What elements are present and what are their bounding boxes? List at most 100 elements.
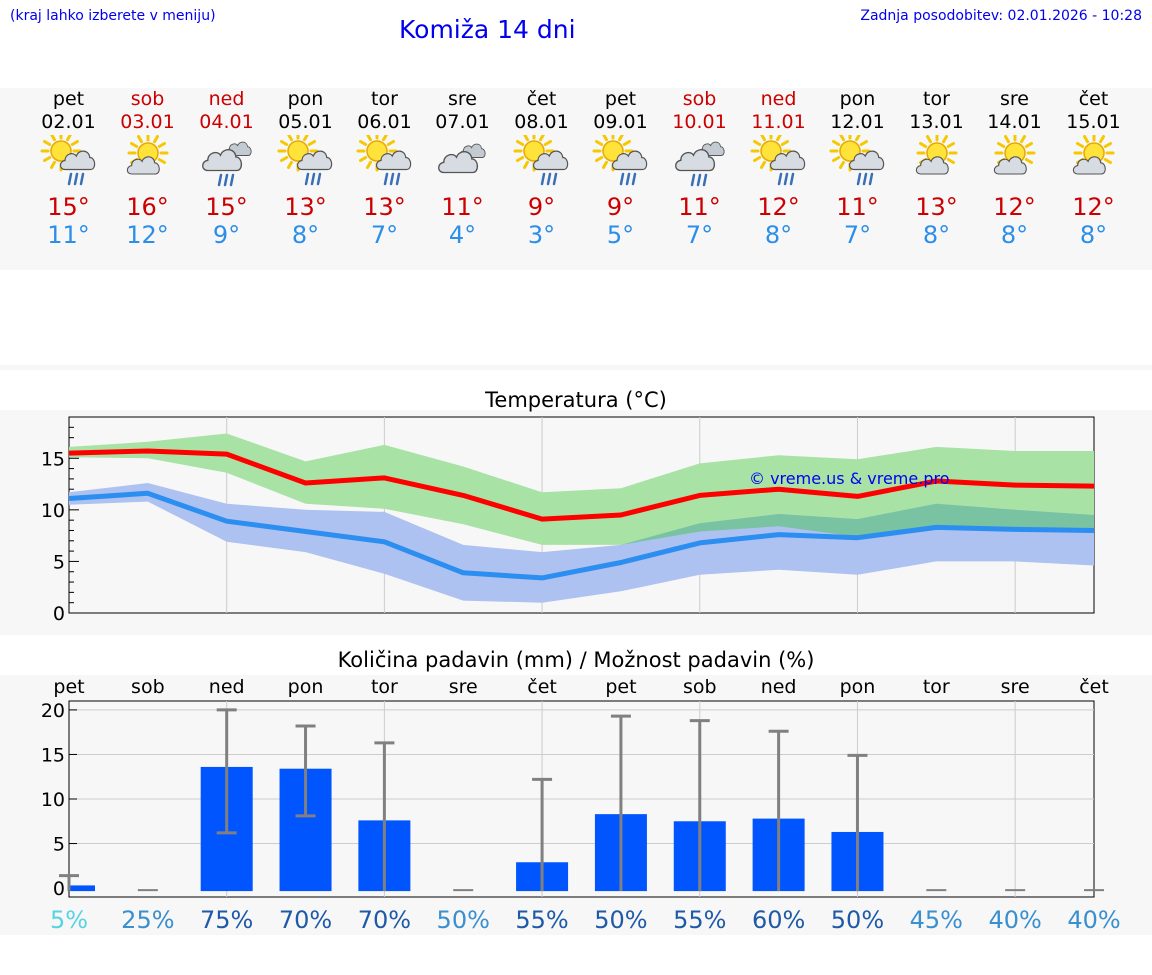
x-category-label: ned [761,676,797,698]
day-column: sre 14.01 12° 8° [975,88,1054,249]
day-name: sob [682,88,717,110]
day-name: sre [1000,88,1029,110]
sun-cloud-rain-icon [818,135,897,193]
day-date: 10.01 [672,111,727,133]
day-name: čet [1078,88,1109,110]
max-temperature: 11° [836,193,879,221]
y-tick-label: 15 [41,744,65,766]
precip-probability: 50% [437,906,490,934]
x-category-label: čet [527,676,557,698]
max-temperature: 15° [205,193,248,221]
cloud-icon [423,135,502,193]
sun-cloud-rain-icon [739,135,818,193]
min-temperature: 5° [606,221,635,249]
day-column: ned 11.01 12° 8° [739,88,818,249]
y-tick-label: 15 [41,448,65,470]
max-temperature: 11° [441,193,484,221]
max-temperature: 13° [284,193,327,221]
x-category-label: sre [1001,676,1030,698]
sun-cloud-rain-icon [345,135,424,193]
y-tick-label: 10 [41,789,65,811]
max-temperature-line [68,448,1095,522]
sun-cloud-icon [108,135,187,193]
precip-probability: 75% [200,906,253,934]
day-date: 14.01 [987,111,1042,133]
x-category-label: pet [605,676,636,698]
max-temperature: 12° [1072,193,1115,221]
day-date: 08.01 [514,111,569,133]
x-category-label: pet [53,676,84,698]
y-tick-label: 0 [53,603,65,625]
last-updated: Zadnja posodobitev: 02.01.2026 - 10:28 [860,8,1142,24]
max-temperature-range [69,433,1094,545]
min-temperature: 7° [370,221,399,249]
precip-probability: 70% [279,906,332,934]
max-temperature: 12° [757,193,800,221]
sun-cloud-icon [975,135,1054,193]
day-date: 05.01 [278,111,333,133]
min-temperature: 12° [126,221,169,249]
day-column: pet 02.01 15° 11° [29,88,108,249]
day-column: sob 03.01 16° 12° [108,88,187,249]
day-name: tor [923,88,950,110]
min-temperature: 3° [527,221,556,249]
day-name: sob [130,88,165,110]
precip-bar [69,885,95,892]
x-category-label: sob [683,676,717,698]
precip-probability: 50% [831,906,884,934]
day-column: sob 10.01 11° 7° [660,88,739,249]
y-tick-label: 5 [53,551,65,573]
sun-cloud-icon [897,135,976,193]
day-column: pon 12.01 11° 7° [818,88,897,249]
y-tick-label: 20 [41,700,65,722]
day-date: 13.01 [909,111,964,133]
x-category-label: pon [840,676,876,698]
min-temperature-range [69,483,1094,603]
precip-probability: 40% [1067,906,1120,934]
min-temperature: 8° [1000,221,1029,249]
day-date: 02.01 [41,111,96,133]
max-temperature: 9° [527,193,556,221]
day-date: 11.01 [751,111,806,133]
day-date: 07.01 [435,111,490,133]
temperature-chart-title: Temperatura (°C) [485,388,667,412]
daily-forecast: pet 02.01 15° 11° sob 03.01 16° 12° ned 04.01 15° 9… [0,88,1152,263]
min-temperature: 8° [1079,221,1108,249]
day-name: sre [448,88,477,110]
precip-probability: 60% [752,906,805,934]
day-column: pet 09.01 9° 5° [581,88,660,249]
min-temperature: 8° [291,221,320,249]
y-tick-label: 0 [53,878,65,900]
min-temperature: 7° [843,221,872,249]
day-date: 15.01 [1066,111,1121,133]
max-temperature: 13° [363,193,406,221]
x-category-label: čet [1079,676,1109,698]
cloud-rain-icon [187,135,266,193]
x-category-label: sre [449,676,478,698]
precip-chart-title: Količina padavin (mm) / Možnost padavin … [337,648,815,672]
day-name: ned [760,88,797,110]
x-category-label: sob [131,676,165,698]
precip-probability: 5% [50,906,88,934]
day-date: 09.01 [593,111,648,133]
sun-cloud-rain-icon [29,135,108,193]
day-column: čet 08.01 9° 3° [502,88,581,249]
page-title: Komiža 14 dni [399,15,576,44]
y-tick-label: 5 [53,834,65,856]
precip-probability: 40% [988,906,1041,934]
sun-cloud-icon [1054,135,1133,193]
max-temperature: 13° [915,193,958,221]
day-column: pon 05.01 13° 8° [266,88,345,249]
min-temperature: 9° [212,221,241,249]
watermark: © vreme.us & vreme.pro [749,469,950,488]
day-name: čet [526,88,557,110]
x-category-label: tor [371,676,398,698]
precip-probability: 55% [673,906,726,934]
precip-probability: 45% [910,906,963,934]
x-category-label: ned [209,676,245,698]
min-temperature: 8° [764,221,793,249]
x-category-label: pon [288,676,324,698]
day-column: sre 07.01 11° 4° [423,88,502,249]
sun-cloud-rain-icon [266,135,345,193]
